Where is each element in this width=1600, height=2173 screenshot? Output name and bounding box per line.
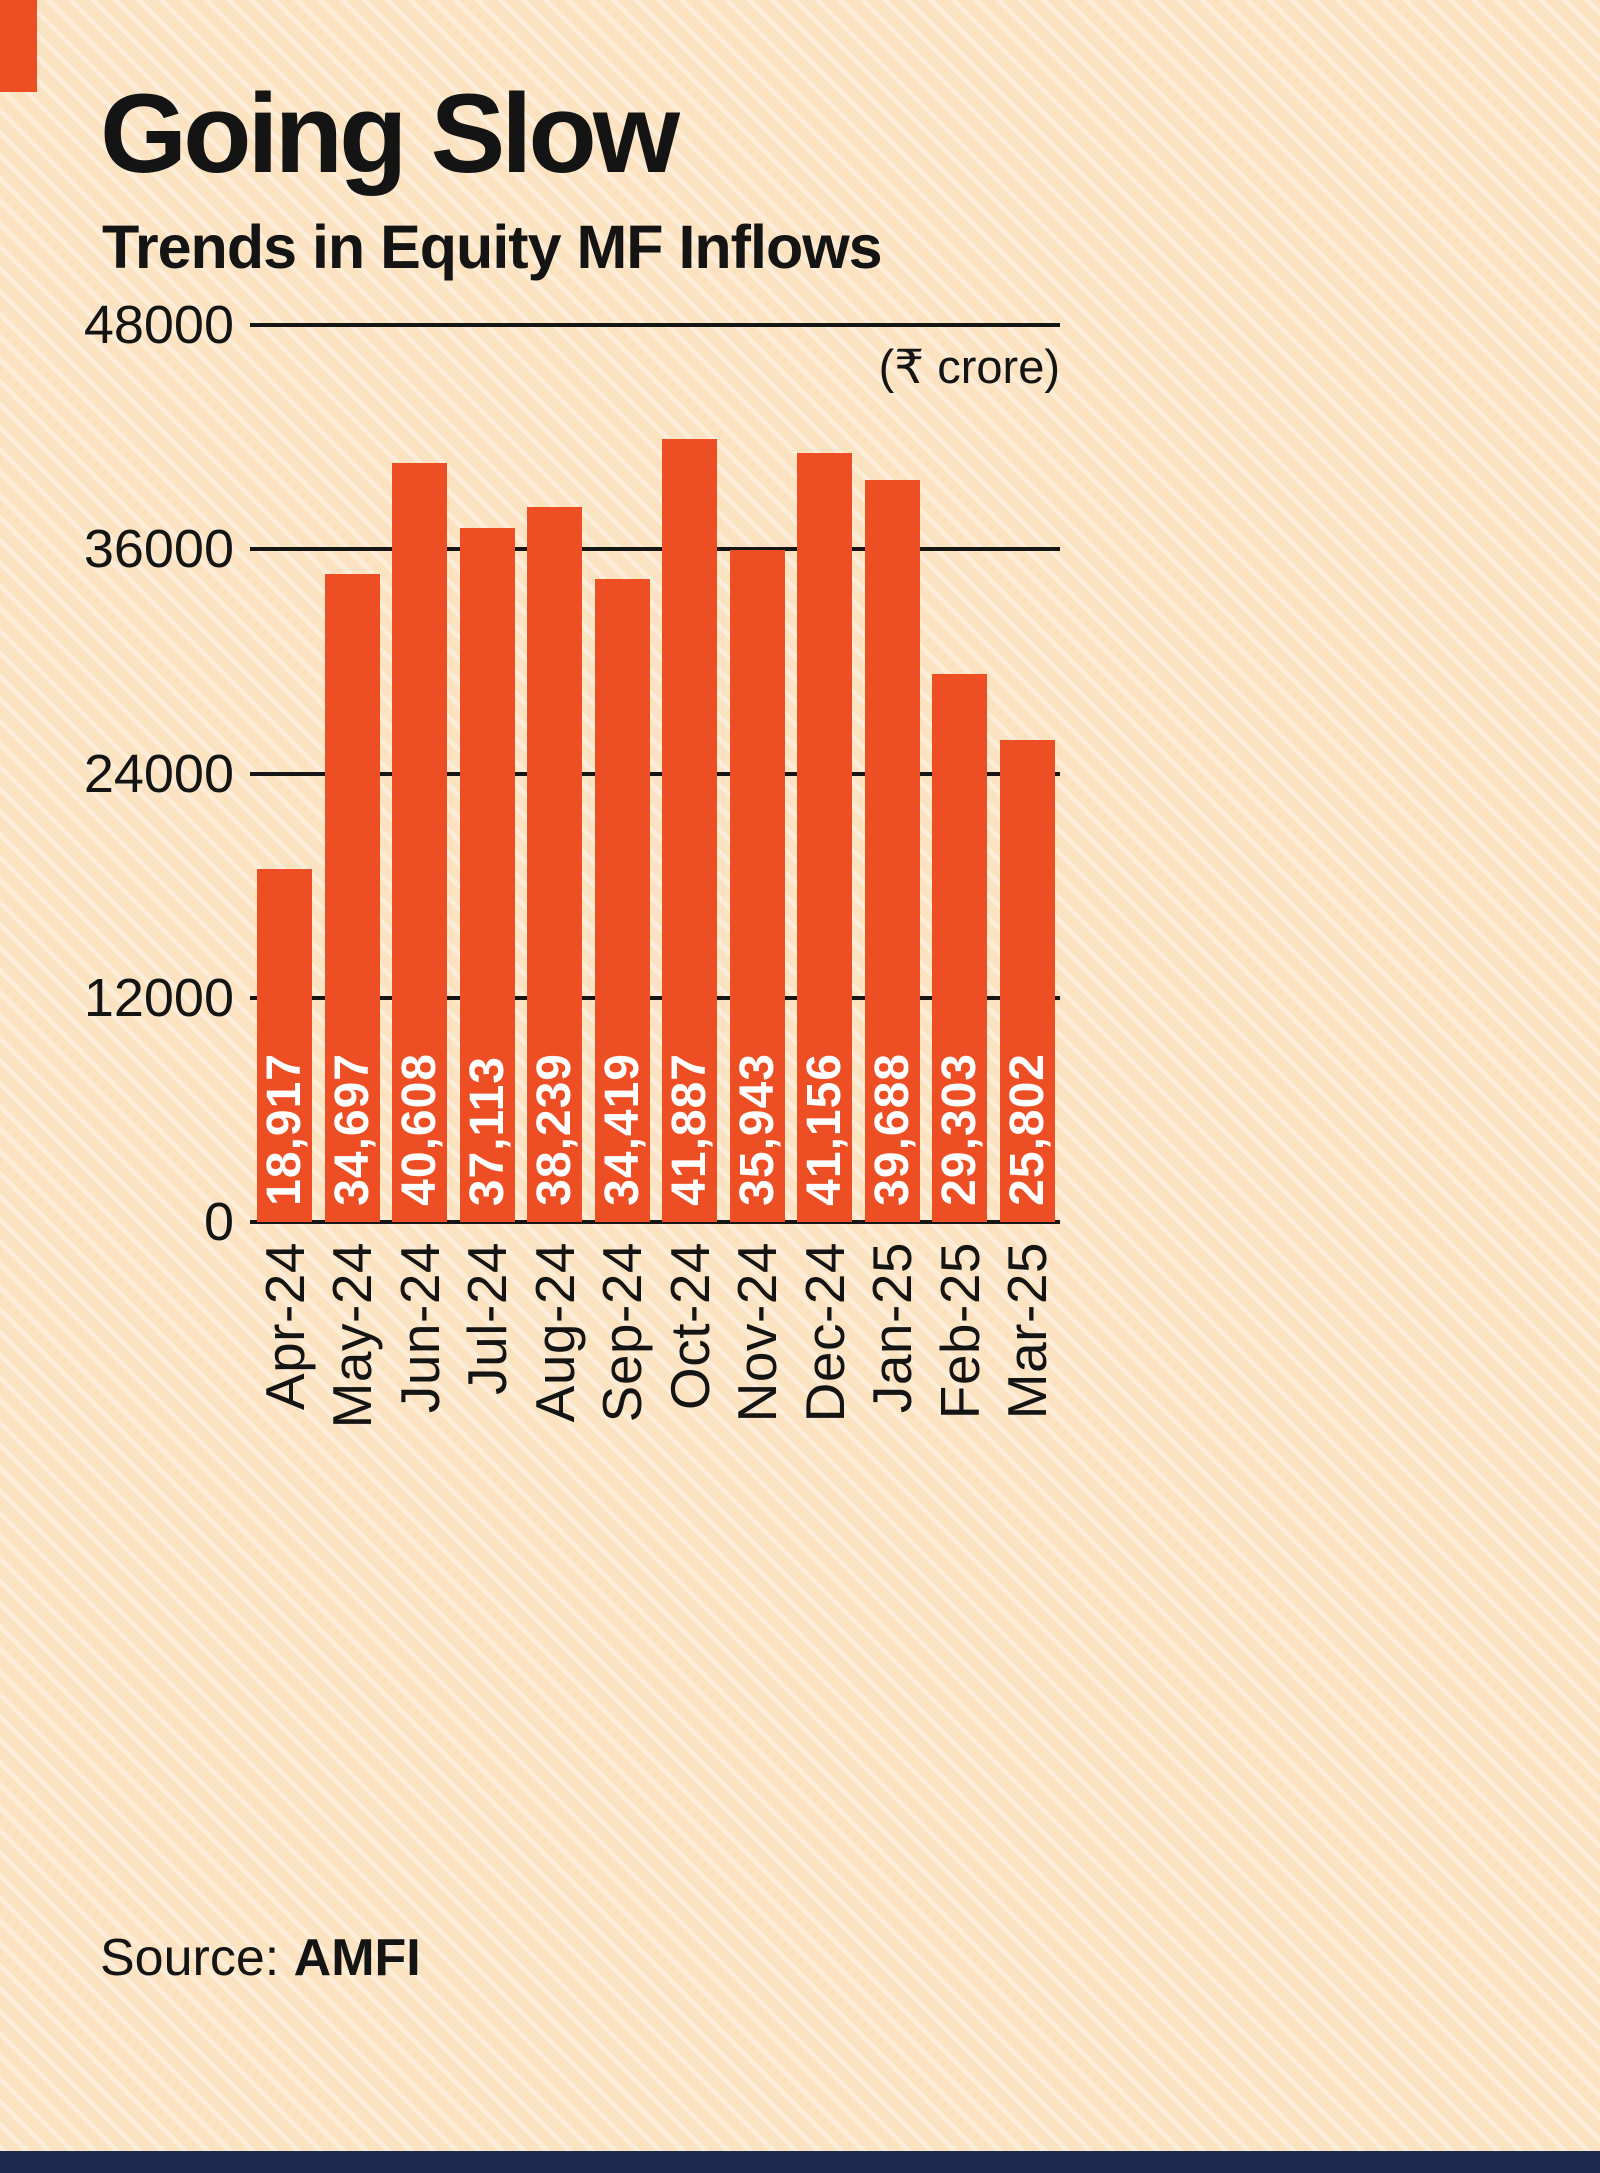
- x-axis-tick: Nov-24: [726, 1242, 788, 1492]
- source-line: Source: AMFI: [100, 1928, 421, 1988]
- bar: 41,887: [662, 439, 718, 1222]
- bar-value-text: 40,608: [393, 1053, 447, 1206]
- bar-value-label: 37,113: [460, 1056, 515, 1206]
- chart-title: Going Slow: [100, 71, 680, 196]
- x-axis-labels: Apr-24 May-24 Jun-24 Jul-24 Aug-24 Sep-24 Oct-…: [254, 1242, 1059, 1492]
- chart-subtitle: Trends in Equity MF Inflows: [102, 213, 883, 281]
- x-axis-tick-label: Nov-24: [726, 1242, 789, 1423]
- bar-value-text: 18,917: [258, 1053, 311, 1206]
- bar-value-text: 41,156: [798, 1053, 852, 1206]
- bar-value-text: 37,113: [460, 1055, 514, 1206]
- gridline: [250, 547, 1060, 552]
- bars-group: 18,917 34,697 40,608 37,113 38,239 34,419 41,8…: [257, 325, 1055, 1222]
- x-axis-tick-label: Jan-25: [861, 1242, 924, 1414]
- source-label: Source:: [100, 1929, 280, 1987]
- gridline: [250, 323, 1060, 327]
- x-axis-tick-label: Jul-24: [456, 1242, 519, 1395]
- bar: 38,239: [527, 507, 583, 1222]
- bar-value-text: 25,802: [1000, 1053, 1054, 1206]
- x-axis-tick-label: Jun-24: [388, 1242, 451, 1414]
- bar: 34,419: [594, 578, 650, 1222]
- x-axis-tick-label: May-24: [321, 1242, 384, 1429]
- bar: 39,688: [864, 480, 920, 1222]
- y-axis-tick-label: 12000: [83, 967, 234, 1028]
- bar-value-text: 41,887: [663, 1053, 717, 1206]
- y-axis-tick-label: 24000: [83, 743, 234, 804]
- x-axis-tick: Jun-24: [389, 1242, 451, 1492]
- bar: 35,943: [729, 550, 785, 1222]
- x-axis-tick: Jan-25: [861, 1242, 923, 1492]
- bar: 41,156: [797, 452, 853, 1222]
- x-axis-tick-label: Mar-25: [996, 1242, 1059, 1420]
- bar: 29,303: [932, 674, 988, 1222]
- bar-value-label: 18,917: [257, 1053, 312, 1206]
- bar-value-label: 29,303: [932, 1053, 987, 1206]
- bar-value-label: 34,697: [325, 1053, 380, 1206]
- bar: 25,802: [999, 739, 1055, 1222]
- x-axis-tick-label: Oct-24: [658, 1242, 721, 1411]
- x-axis-tick: Feb-25: [929, 1242, 991, 1492]
- bar-value-label: 35,943: [730, 1053, 785, 1206]
- bar: 37,113: [459, 528, 515, 1222]
- y-axis-tick-label: 0: [203, 1192, 234, 1252]
- x-axis-tick: May-24: [321, 1242, 383, 1492]
- source-value: AMFI: [293, 1929, 421, 1987]
- bar-value-text: 39,688: [865, 1053, 919, 1206]
- x-axis-tick: Sep-24: [591, 1242, 653, 1492]
- bar-value-label: 41,887: [662, 1053, 717, 1206]
- bar-value-text: 34,419: [595, 1053, 649, 1206]
- bar-value-label: 38,239: [527, 1053, 582, 1206]
- x-axis-tick: Mar-25: [996, 1242, 1058, 1492]
- bar-value-text: 34,697: [325, 1053, 379, 1206]
- gridline: [250, 1220, 1060, 1224]
- y-axis-tick-label: 48000: [83, 295, 234, 355]
- bar-value-text: 35,943: [730, 1053, 784, 1206]
- bar-value-label: 40,608: [392, 1053, 447, 1206]
- bar-value-text: 38,239: [528, 1053, 582, 1206]
- bar-value-label: 41,156: [797, 1053, 852, 1206]
- x-axis-tick: Oct-24: [659, 1242, 721, 1492]
- bar-value-text: 29,303: [933, 1053, 987, 1206]
- x-axis-tick-label: Apr-24: [253, 1242, 316, 1411]
- corner-accent-block: [0, 0, 37, 92]
- x-axis-tick-label: Aug-24: [523, 1242, 586, 1423]
- bar: 40,608: [392, 463, 448, 1222]
- bar-value-label: 34,419: [595, 1053, 650, 1206]
- bar-value-label: 25,802: [1000, 1053, 1055, 1206]
- x-axis-tick-label: Feb-25: [928, 1242, 991, 1420]
- x-axis-tick: Dec-24: [794, 1242, 856, 1492]
- x-axis-tick-label: Dec-24: [793, 1242, 856, 1423]
- plot-area: 48000 36000 24000 12000 0 (₹ crore) 18,917 34,6…: [84, 295, 1060, 1252]
- x-axis-tick: Jul-24: [456, 1242, 518, 1492]
- bottom-accent-bar: [0, 2151, 1600, 2173]
- x-axis-tick: Aug-24: [524, 1242, 586, 1492]
- unit-label: (₹ crore): [878, 340, 1060, 393]
- x-axis-tick: Apr-24: [254, 1242, 316, 1492]
- gridline: [250, 771, 1060, 776]
- bar: 18,917: [257, 868, 312, 1222]
- gridline: [250, 995, 1060, 1000]
- bar: 34,697: [324, 573, 380, 1222]
- x-axis-tick-label: Sep-24: [591, 1242, 654, 1423]
- y-axis-tick-label: 36000: [83, 519, 234, 580]
- bar-value-label: 39,688: [865, 1053, 920, 1206]
